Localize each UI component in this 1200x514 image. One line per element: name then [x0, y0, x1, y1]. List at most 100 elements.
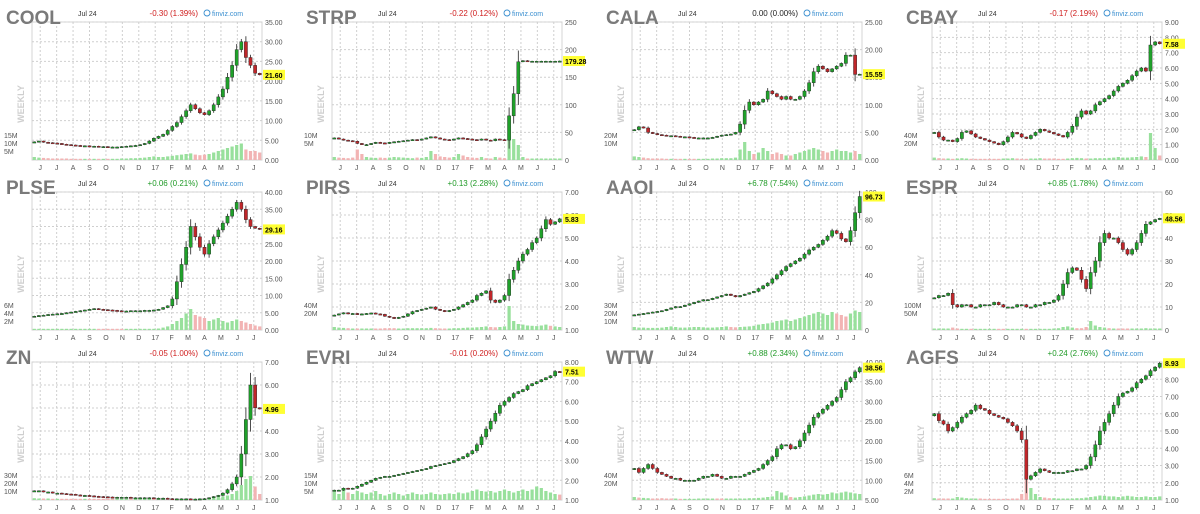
- volume-bar: [816, 494, 820, 500]
- chart-panel-agfs[interactable]: 9.008.007.006.005.004.003.002.001.00JJAS…: [900, 344, 1200, 514]
- volume-bar: [124, 328, 128, 330]
- brand-label[interactable]: finviz.com: [212, 351, 243, 358]
- x-tick-label: S: [987, 505, 992, 512]
- volume-bar: [1093, 325, 1097, 330]
- volume-bar: [941, 158, 946, 160]
- candle-body: [1121, 242, 1125, 250]
- ticker-symbol[interactable]: ESPR: [906, 178, 958, 199]
- ticker-symbol[interactable]: AGFS: [906, 348, 959, 369]
- chart-panel-aaoi[interactable]: 100806040200JJASOND17FMAMJJ30M20M10M96.7…: [600, 174, 900, 344]
- volume-bar: [55, 328, 59, 330]
- candle-body: [410, 139, 415, 141]
- volume-bar: [706, 158, 710, 160]
- volume-bar: [239, 143, 243, 160]
- chart-panel-plse[interactable]: 40.0035.0030.0025.0020.0015.0010.005.000…: [0, 174, 300, 344]
- brand-label[interactable]: finviz.com: [512, 11, 543, 18]
- volume-bar: [802, 151, 807, 160]
- volume-label: 4M: [904, 481, 914, 488]
- candle-body: [839, 233, 844, 240]
- brand-label[interactable]: finviz.com: [212, 181, 243, 188]
- x-tick-label: M: [818, 165, 824, 172]
- candle-body: [724, 478, 729, 480]
- volume-bar: [521, 324, 525, 330]
- volume-bar: [461, 327, 465, 330]
- candle-body: [1065, 470, 1070, 473]
- x-tick-label: 17: [151, 165, 159, 172]
- brand-label[interactable]: finviz.com: [212, 11, 243, 18]
- volume-bar: [955, 158, 959, 160]
- volume-bar: [51, 158, 55, 160]
- volume-bar: [383, 495, 387, 500]
- y-tick-label: 150: [565, 75, 577, 82]
- candle-body: [964, 413, 969, 418]
- ticker-symbol[interactable]: CALA: [606, 8, 659, 29]
- ticker-symbol[interactable]: STRP: [306, 8, 357, 29]
- chart-panel-cool[interactable]: 35.00 30.00 25.00 20.00 15.00 10.00 5.00 0.00 J J…: [0, 4, 300, 174]
- volume-bar: [406, 328, 410, 330]
- volume-bar: [816, 149, 820, 160]
- chart-date: Jul 24: [978, 181, 997, 188]
- candle-body: [839, 63, 844, 67]
- brand-label[interactable]: finviz.com: [512, 351, 543, 358]
- brand-label[interactable]: finviz.com: [812, 351, 843, 358]
- chart-panel-wtw[interactable]: 40.0035.0030.0025.0020.0015.0010.005.00J…: [600, 344, 900, 514]
- candle-body: [239, 202, 244, 210]
- candle-body: [456, 306, 461, 310]
- ticker-symbol[interactable]: AAOI: [606, 178, 654, 199]
- chart-panel-strp[interactable]: 250 200 150 100 50 0 J J A S O N D 17 F M A M J J 10M 5M 179.2…: [300, 4, 600, 174]
- brand-label[interactable]: finviz.com: [812, 11, 843, 18]
- brand-label[interactable]: finviz.com: [1112, 11, 1143, 18]
- ticker-symbol[interactable]: PIRS: [306, 178, 350, 199]
- candle-body: [60, 313, 64, 315]
- volume-bar: [332, 491, 336, 500]
- candle-body: [383, 476, 387, 478]
- volume-bar: [1125, 157, 1130, 160]
- candle-body: [78, 494, 83, 497]
- y-tick-label: 7.00: [565, 190, 579, 197]
- volume-bar: [802, 316, 807, 330]
- candle-body: [729, 293, 733, 296]
- last-price-box: [563, 213, 585, 224]
- chart-panel-cbay[interactable]: 9.008.007.006.005.004.003.002.001.000.00…: [900, 4, 1200, 174]
- volume-bar: [793, 497, 797, 500]
- candle-body: [825, 68, 830, 72]
- ticker-symbol[interactable]: COOL: [6, 8, 61, 29]
- candle-body: [461, 304, 465, 308]
- ticker-symbol[interactable]: WTW: [606, 348, 654, 369]
- chart-panel-evri[interactable]: 8.00 7.00 6.00 5.00 4.00 3.00 2.00 1.00 J J A S O N D 1…: [300, 344, 600, 514]
- ticker-symbol[interactable]: ZN: [6, 348, 31, 369]
- ticker-symbol[interactable]: EVRI: [306, 348, 350, 369]
- plot-frame: [631, 21, 863, 161]
- candle-body: [834, 230, 839, 234]
- candle-body: [1121, 83, 1125, 87]
- brand-label[interactable]: finviz.com: [512, 181, 543, 188]
- price-change: +0.24 (2.76%): [1048, 349, 1099, 358]
- candle-body: [198, 108, 202, 113]
- volume-bar: [364, 157, 369, 160]
- chart-panel-cala[interactable]: 25.0020.0015.0010.005.000.00JJASOND17FMA…: [600, 4, 900, 174]
- volume-bar: [798, 318, 802, 330]
- volume-bar: [1089, 497, 1093, 500]
- volume-bar: [248, 476, 253, 500]
- ticker-symbol[interactable]: CBAY: [906, 8, 958, 29]
- y-tick-label: 5.00: [265, 138, 279, 145]
- volume-bar: [479, 491, 484, 500]
- brand-label[interactable]: finviz.com: [1112, 351, 1143, 358]
- chart-panel-pirs[interactable]: 7.006.005.004.003.002.001.00JJASOND17FMA…: [300, 174, 600, 344]
- candle-body: [719, 295, 724, 298]
- chart-panel-espr[interactable]: 6050403020100JJASOND17FMAMJJ100M50M48.56…: [900, 174, 1200, 344]
- brand-label[interactable]: finviz.com: [1112, 181, 1143, 188]
- candle-body: [1153, 366, 1157, 371]
- last-price-box: [1163, 38, 1185, 49]
- volume-bar: [664, 498, 669, 500]
- chart-panel-zn[interactable]: 7.006.005.004.003.002.001.00JJASOND17FMA…: [0, 344, 300, 514]
- brand-label[interactable]: finviz.com: [812, 181, 843, 188]
- volume-bar: [97, 498, 101, 500]
- ticker-symbol[interactable]: PLSE: [6, 178, 56, 199]
- volume-bar: [743, 326, 747, 330]
- candle-body: [392, 475, 396, 477]
- candle-body: [738, 123, 742, 133]
- volume-bar: [1116, 497, 1120, 500]
- candle-body: [346, 139, 350, 142]
